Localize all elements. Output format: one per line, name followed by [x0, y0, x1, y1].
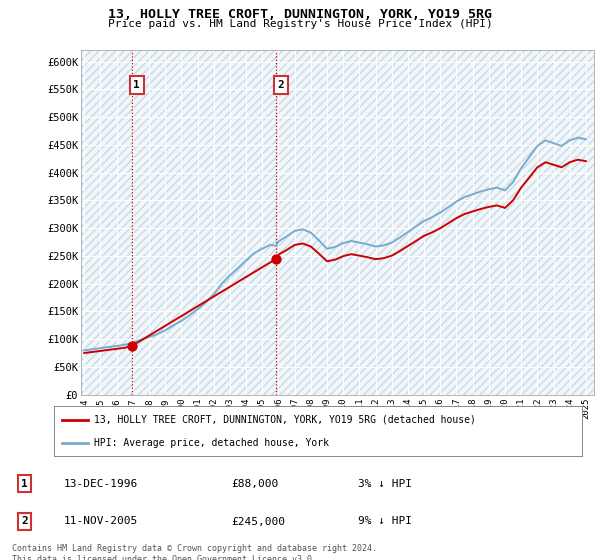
Point — [127, 342, 137, 351]
Text: 2: 2 — [21, 516, 28, 526]
Text: 9% ↓ HPI: 9% ↓ HPI — [358, 516, 412, 526]
Point — [272, 254, 281, 263]
Text: 11-NOV-2005: 11-NOV-2005 — [64, 516, 138, 526]
Text: £245,000: £245,000 — [231, 516, 285, 526]
Text: 1: 1 — [133, 80, 140, 90]
Text: 13-DEC-1996: 13-DEC-1996 — [64, 479, 138, 489]
Text: Price paid vs. HM Land Registry's House Price Index (HPI): Price paid vs. HM Land Registry's House … — [107, 19, 493, 29]
Text: Contains HM Land Registry data © Crown copyright and database right 2024.
This d: Contains HM Land Registry data © Crown c… — [12, 544, 377, 560]
Text: 2: 2 — [278, 80, 284, 90]
Text: 1: 1 — [21, 479, 28, 489]
Text: £88,000: £88,000 — [231, 479, 278, 489]
Text: 3% ↓ HPI: 3% ↓ HPI — [358, 479, 412, 489]
Text: HPI: Average price, detached house, York: HPI: Average price, detached house, York — [94, 438, 329, 448]
Text: 13, HOLLY TREE CROFT, DUNNINGTON, YORK, YO19 5RG (detached house): 13, HOLLY TREE CROFT, DUNNINGTON, YORK, … — [94, 414, 475, 424]
Text: 13, HOLLY TREE CROFT, DUNNINGTON, YORK, YO19 5RG: 13, HOLLY TREE CROFT, DUNNINGTON, YORK, … — [108, 8, 492, 21]
